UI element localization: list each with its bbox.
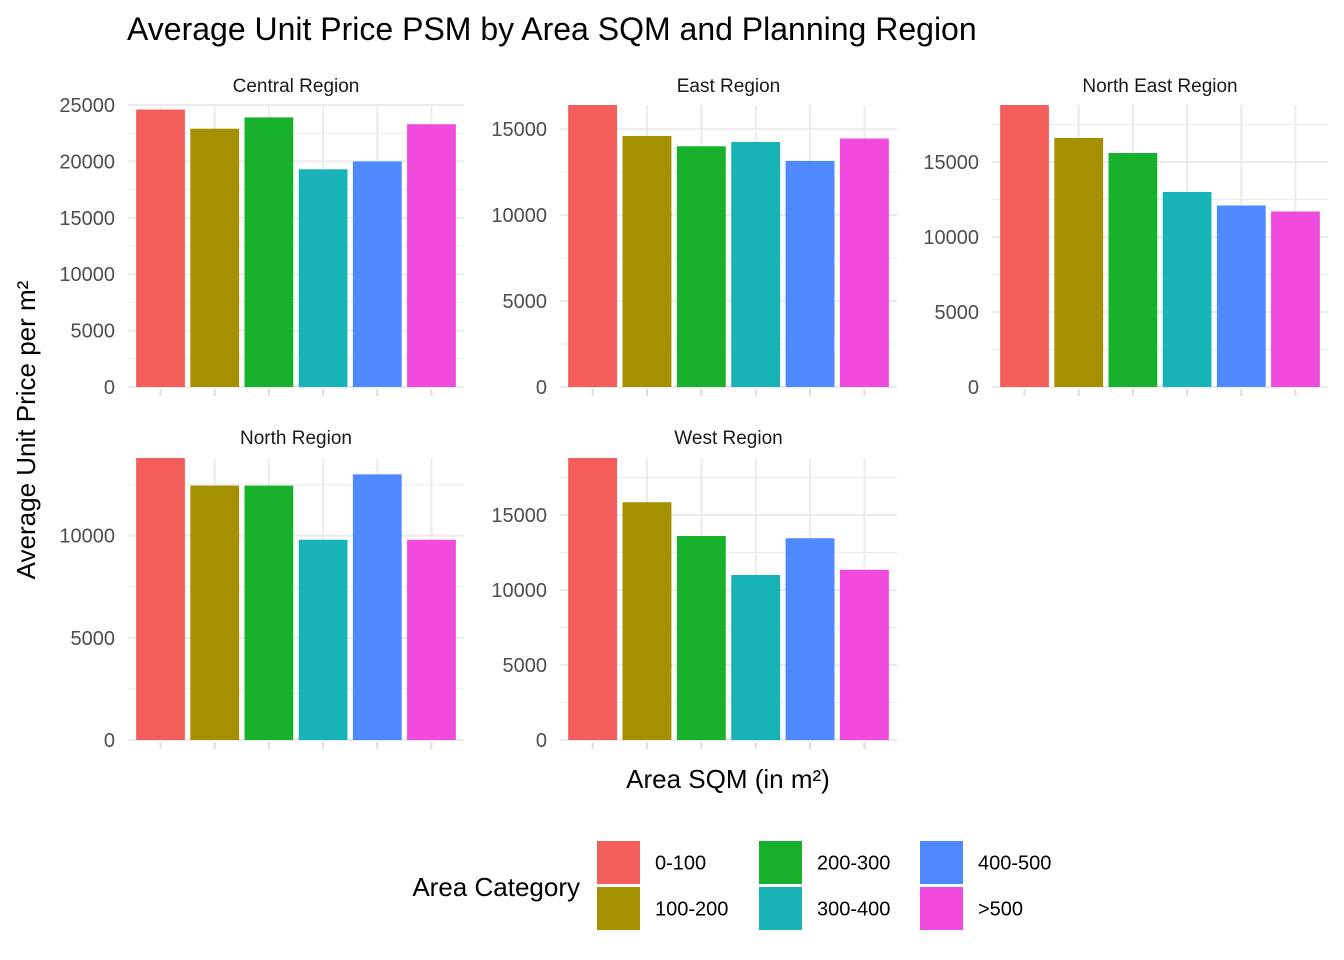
y-tick-label: 5000 [71,628,116,650]
bar [1054,138,1104,387]
y-tick-label: 10000 [491,580,547,602]
legend-label: >500 [978,899,1023,921]
bar [568,458,618,740]
bar [1216,205,1266,387]
bar [352,474,402,740]
bar [622,502,672,740]
bar [731,575,781,740]
facet-panel: East Region 0 5000 10000 15000 [491,76,897,399]
legend-label: 100-200 [655,899,728,921]
bar [622,135,672,387]
y-tick-label: 0 [968,377,979,399]
facet-panels: Central Region 0 5000 10000 15000 20000 25000 E… [59,76,1328,752]
facet-panel: West Region 0 5000 10000 15000 [491,428,897,752]
legend-swatch [759,841,802,884]
y-tick-label: 0 [104,377,115,399]
facet-panel: Central Region 0 5000 10000 15000 20000 25000 [59,76,464,399]
legend-item: >500 [920,887,1023,930]
legend-swatch [920,887,963,930]
y-tick-label: 10000 [59,264,115,286]
x-axis-label: Area SQM (in m²) [626,764,830,794]
y-tick-label: 25000 [59,95,115,117]
legend-item: 0-100 [597,841,706,884]
y-tick-label: 5000 [71,321,116,343]
y-tick-label: 15000 [491,119,547,141]
facet-panel: North East Region 0 5000 10000 15000 [923,76,1328,399]
y-tick-label: 15000 [491,505,547,527]
bar [1162,192,1212,387]
legend-item: 100-200 [597,887,728,930]
y-tick-label: 10000 [59,526,115,548]
bar [1271,211,1320,387]
bar [244,117,294,388]
legend-swatch [597,841,640,884]
legend-item: 400-500 [920,841,1051,884]
legend-label: 300-400 [817,899,890,921]
y-tick-label: 10000 [923,227,979,249]
y-tick-label: 15000 [923,152,979,174]
y-tick-label: 5000 [503,655,548,677]
bar [839,138,889,387]
legend-label: 400-500 [978,853,1051,875]
y-tick-label: 0 [104,730,115,752]
y-tick-label: 5000 [503,291,548,313]
legend-item: 300-400 [759,887,890,930]
bar [568,105,618,387]
bar [298,539,348,740]
legend-swatch [920,841,963,884]
legend-label: 0-100 [655,853,706,875]
y-tick-label: 5000 [935,302,980,324]
legend-item: 200-300 [759,841,890,884]
bar [1108,153,1158,387]
facet-strip-label: West Region [674,428,782,449]
bar [136,458,185,740]
facet-panel: North Region 0 5000 10000 [59,428,464,752]
bar [785,160,835,387]
facet-strip-label: East Region [677,76,781,97]
bar [1000,105,1049,387]
bar [136,109,185,388]
facet-strip-label: North East Region [1082,76,1237,97]
bar [676,146,726,387]
bar [190,485,240,740]
chart-title: Average Unit Price PSM by Area SQM and P… [127,11,977,47]
bar [298,169,348,387]
bar [839,569,889,740]
bar [785,538,835,740]
bar [407,124,456,388]
y-tick-label: 15000 [59,208,115,230]
bar [190,128,240,388]
legend: 0-100 100-200 200-300 300-400 400-500 >500 [597,841,1051,930]
y-tick-label: 0 [536,377,547,399]
legend-title: Area Category [412,872,580,902]
bar [352,161,402,387]
y-axis-label: Average Unit Price per m² [11,280,41,579]
bar [244,485,294,740]
bar [676,536,726,740]
y-tick-label: 20000 [59,151,115,173]
legend-swatch [597,887,640,930]
legend-swatch [759,887,802,930]
legend-label: 200-300 [817,853,890,875]
y-tick-label: 0 [536,730,547,752]
facet-strip-label: North Region [240,428,352,449]
bar [407,539,456,740]
bar [731,141,781,387]
facet-strip-label: Central Region [233,76,360,97]
y-tick-label: 10000 [491,205,547,227]
